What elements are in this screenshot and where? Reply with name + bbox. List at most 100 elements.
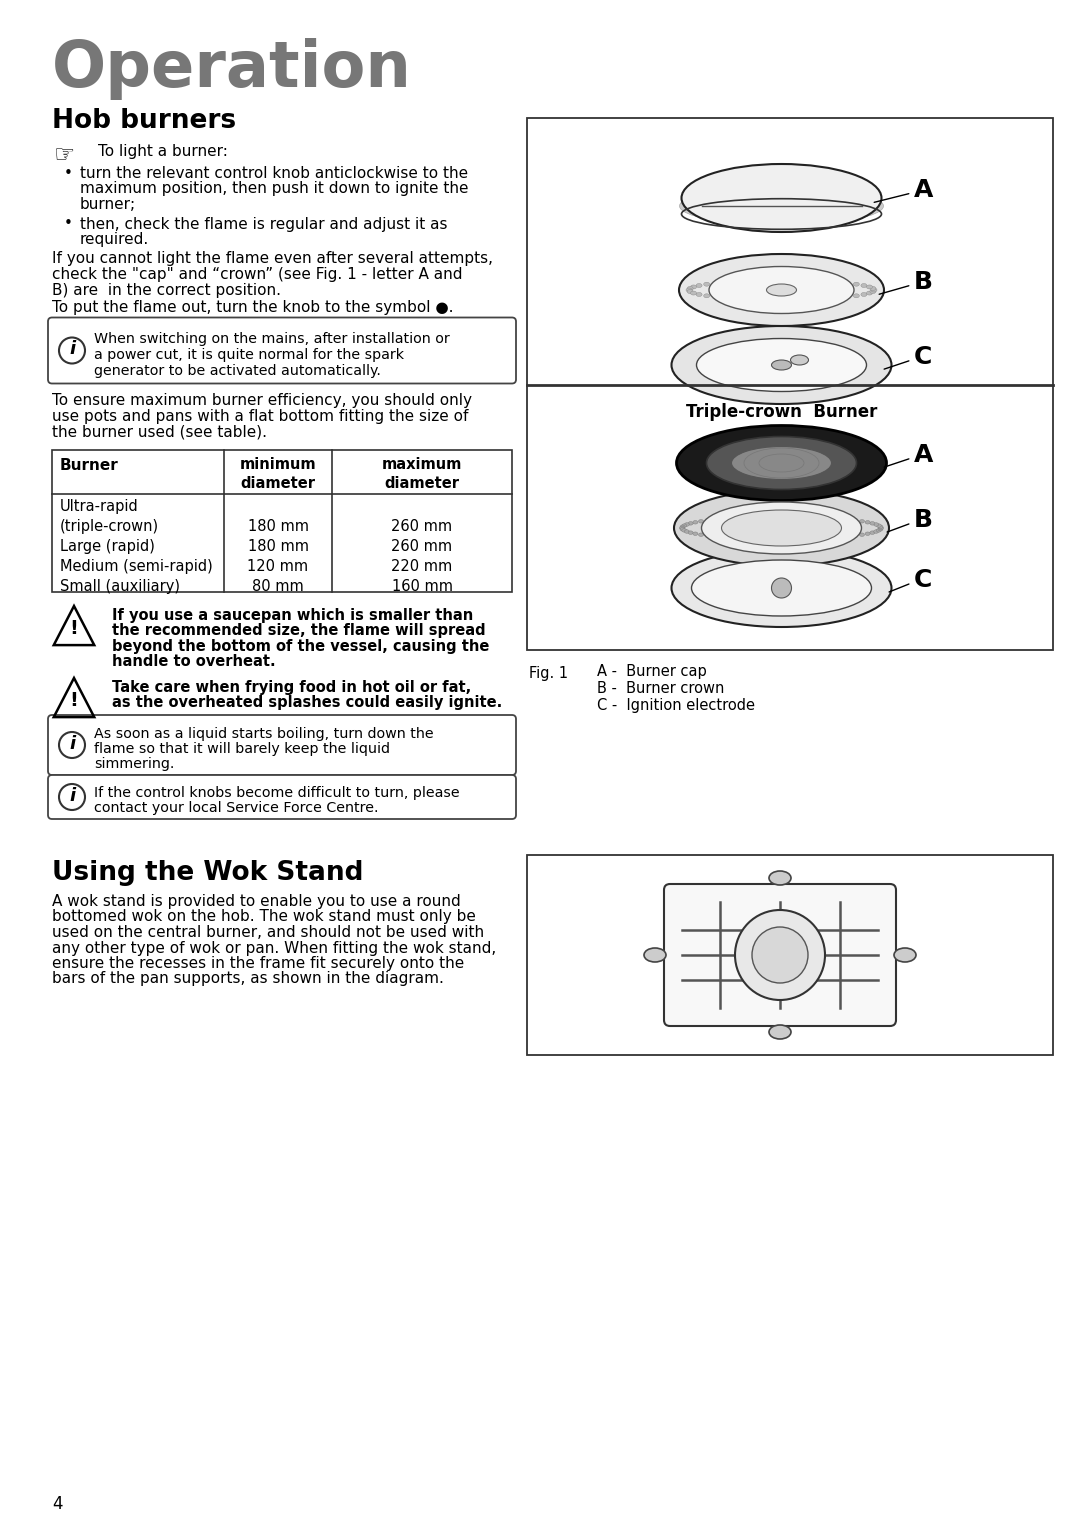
Ellipse shape — [690, 284, 697, 289]
Text: handle to overheat.: handle to overheat. — [112, 654, 275, 669]
Text: turn the relevant control knob anticlockwise to the: turn the relevant control knob anticlock… — [80, 167, 468, 180]
Ellipse shape — [713, 535, 717, 538]
Ellipse shape — [680, 526, 685, 529]
Text: use pots and pans with a flat bottom fitting the size of: use pots and pans with a flat bottom fit… — [52, 410, 469, 423]
Text: 120 mm: 120 mm — [247, 559, 309, 575]
Ellipse shape — [737, 296, 743, 301]
Ellipse shape — [750, 278, 756, 283]
Ellipse shape — [676, 425, 887, 501]
FancyBboxPatch shape — [48, 775, 516, 819]
Ellipse shape — [869, 521, 875, 526]
Ellipse shape — [793, 278, 799, 283]
Text: As soon as a liquid starts boiling, turn down the: As soon as a liquid starts boiling, turn… — [94, 727, 434, 741]
Ellipse shape — [869, 289, 876, 293]
Ellipse shape — [686, 287, 692, 292]
Ellipse shape — [820, 516, 824, 520]
Text: Ultra-rapid: Ultra-rapid — [60, 500, 138, 513]
Text: any other type of wok or pan. When fitting the wok stand,: any other type of wok or pan. When fitti… — [52, 941, 496, 955]
Ellipse shape — [870, 287, 877, 292]
Text: Small (auxiliary): Small (auxiliary) — [60, 579, 180, 594]
Ellipse shape — [869, 286, 876, 290]
Ellipse shape — [679, 526, 685, 530]
Ellipse shape — [878, 526, 883, 529]
Text: •: • — [64, 167, 72, 180]
Ellipse shape — [674, 490, 889, 565]
Ellipse shape — [878, 527, 883, 530]
Ellipse shape — [685, 523, 689, 526]
Ellipse shape — [685, 530, 689, 533]
Ellipse shape — [810, 515, 814, 520]
Ellipse shape — [680, 527, 685, 530]
Text: Hob burners: Hob burners — [52, 108, 237, 134]
Ellipse shape — [739, 516, 743, 520]
Text: Burner: Burner — [60, 458, 119, 474]
Ellipse shape — [779, 538, 784, 541]
Text: burner;: burner; — [80, 197, 136, 212]
Ellipse shape — [737, 280, 743, 283]
Text: To put the flame out, turn the knob to the symbol ●.: To put the flame out, turn the knob to t… — [52, 299, 454, 315]
Ellipse shape — [720, 516, 726, 521]
Ellipse shape — [704, 293, 710, 298]
Text: C -  Ignition electrode: C - Ignition electrode — [597, 698, 755, 714]
Ellipse shape — [828, 536, 834, 539]
Ellipse shape — [697, 292, 702, 296]
Ellipse shape — [843, 295, 850, 299]
FancyBboxPatch shape — [664, 885, 896, 1025]
Ellipse shape — [679, 254, 885, 325]
Text: If you cannot light the flame even after several attempts,: If you cannot light the flame even after… — [52, 252, 492, 266]
Ellipse shape — [894, 947, 916, 963]
Text: 180 mm: 180 mm — [247, 520, 309, 533]
Ellipse shape — [860, 520, 864, 523]
Ellipse shape — [821, 280, 826, 283]
Ellipse shape — [672, 325, 891, 403]
Ellipse shape — [876, 524, 881, 527]
Text: If you use a saucepan which is smaller than: If you use a saucepan which is smaller t… — [112, 608, 473, 623]
Ellipse shape — [833, 296, 839, 299]
Ellipse shape — [713, 518, 717, 521]
Ellipse shape — [724, 280, 730, 284]
Text: bars of the pan supports, as shown in the diagram.: bars of the pan supports, as shown in th… — [52, 972, 444, 987]
Ellipse shape — [874, 523, 879, 526]
Ellipse shape — [843, 281, 850, 286]
Ellipse shape — [690, 290, 697, 295]
Text: as the overheated splashes could easily ignite.: as the overheated splashes could easily … — [112, 695, 502, 711]
Ellipse shape — [807, 298, 813, 301]
Ellipse shape — [764, 278, 770, 283]
Ellipse shape — [708, 266, 854, 313]
Text: generator to be activated automatically.: generator to be activated automatically. — [94, 364, 381, 377]
Text: Using the Wok Stand: Using the Wok Stand — [52, 860, 364, 886]
Ellipse shape — [837, 535, 842, 539]
Bar — [52, 451, 512, 591]
Ellipse shape — [644, 947, 666, 963]
Bar — [527, 856, 1053, 1054]
Text: flame so that it will barely keep the liquid: flame so that it will barely keep the li… — [94, 743, 390, 756]
Text: 80 mm: 80 mm — [252, 579, 303, 594]
Text: A -  Burner cap: A - Burner cap — [597, 665, 706, 678]
Text: required.: required. — [80, 232, 149, 248]
Ellipse shape — [791, 354, 809, 365]
Text: then, check the flame is regular and adjust it as: then, check the flame is regular and adj… — [80, 217, 447, 232]
Ellipse shape — [758, 515, 764, 518]
Ellipse shape — [705, 533, 710, 538]
Text: 220 mm: 220 mm — [391, 559, 453, 575]
Ellipse shape — [874, 530, 879, 533]
Text: To light a burner:: To light a burner: — [98, 144, 228, 159]
Ellipse shape — [865, 521, 870, 524]
Text: !: ! — [69, 619, 79, 639]
Text: A: A — [914, 177, 933, 202]
Ellipse shape — [688, 521, 693, 526]
Text: 260 mm: 260 mm — [391, 520, 453, 533]
Ellipse shape — [820, 536, 824, 541]
FancyBboxPatch shape — [48, 715, 516, 775]
Circle shape — [752, 927, 808, 983]
Text: check the "cap" and “crown” (see Fig. 1 - letter A and: check the "cap" and “crown” (see Fig. 1 … — [52, 267, 462, 283]
Ellipse shape — [837, 516, 842, 521]
Ellipse shape — [853, 293, 860, 298]
Ellipse shape — [758, 538, 764, 541]
Ellipse shape — [739, 536, 743, 541]
Text: maximum position, then push it down to ignite the: maximum position, then push it down to i… — [80, 182, 469, 197]
Text: B: B — [914, 270, 932, 293]
Ellipse shape — [866, 290, 873, 295]
Text: Fig. 1: Fig. 1 — [529, 666, 568, 681]
Text: •: • — [64, 217, 72, 232]
